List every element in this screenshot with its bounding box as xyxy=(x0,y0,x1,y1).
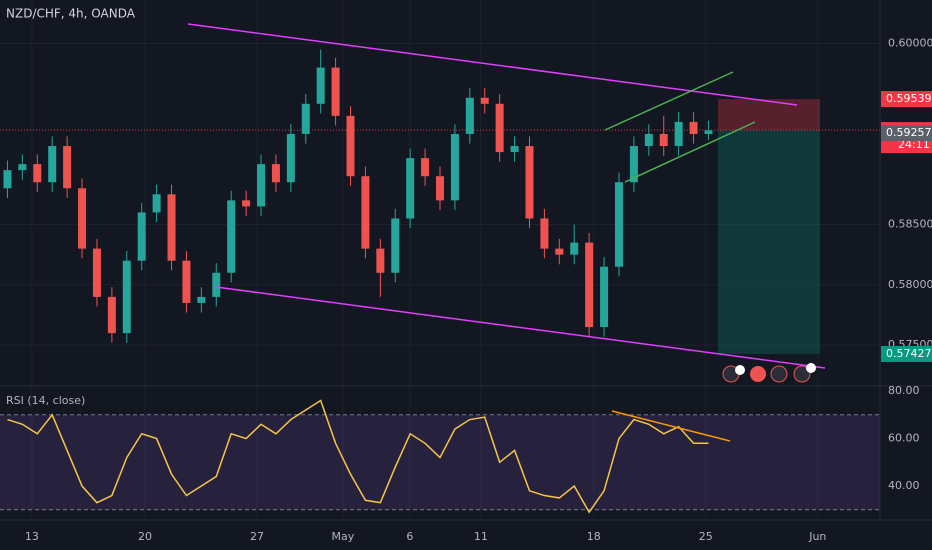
event-icon[interactable] xyxy=(770,365,788,383)
candle-body xyxy=(122,260,131,334)
position-box xyxy=(0,99,880,354)
event-icons xyxy=(722,363,816,383)
candle-body xyxy=(465,97,474,134)
candle-body xyxy=(257,164,266,207)
x-tick-label: 25 xyxy=(699,530,713,543)
candle-body xyxy=(286,133,295,183)
candle-body xyxy=(689,121,698,134)
candle-body xyxy=(525,146,534,219)
event-icon[interactable] xyxy=(806,363,816,373)
candle-body xyxy=(33,164,42,183)
candle-body xyxy=(376,248,385,273)
candle-body xyxy=(555,248,564,255)
candle-body xyxy=(614,182,623,267)
y-tick-label: 0.58500 xyxy=(888,217,932,230)
trend-line xyxy=(215,286,826,369)
candle-body xyxy=(495,103,504,153)
rsi-title: RSI (14, close) xyxy=(6,394,85,407)
x-tick-label: 13 xyxy=(25,530,39,543)
candle-body xyxy=(212,272,221,297)
grid xyxy=(0,0,880,520)
price-tag xyxy=(881,345,932,362)
candle-body xyxy=(63,146,72,189)
rsi-tick-label: 80.00 xyxy=(888,384,920,397)
rsi-band xyxy=(0,414,880,510)
candle-body xyxy=(436,176,444,201)
price-tag-label: 0.59257 xyxy=(886,126,932,139)
chart-title: NZD/CHF, 4h, OANDA xyxy=(6,7,136,21)
candle-body xyxy=(450,133,459,201)
candle-body xyxy=(510,146,519,153)
x-tick-label: 11 xyxy=(474,530,488,543)
candle-body xyxy=(137,212,146,261)
candle-body xyxy=(540,218,549,249)
rsi-trend-line xyxy=(611,410,731,442)
countdown-bg xyxy=(881,138,932,154)
candle-body xyxy=(644,133,653,147)
x-tick-label: 6 xyxy=(406,530,413,543)
price-tag xyxy=(881,91,932,108)
candle-body xyxy=(480,97,489,104)
candle-body xyxy=(107,296,116,334)
price-tag-label: 0.59539 xyxy=(886,92,932,105)
x-tick-label: May xyxy=(332,530,355,543)
y-tick-label: 0.58000 xyxy=(888,278,932,291)
candle-body xyxy=(152,194,161,213)
rsi-line xyxy=(7,399,709,514)
candle-body xyxy=(242,200,251,207)
candle-body xyxy=(3,170,12,189)
plot xyxy=(3,49,713,514)
candle-body xyxy=(301,103,310,134)
event-icon[interactable] xyxy=(735,365,745,375)
candle-body xyxy=(92,248,101,297)
trend-line xyxy=(187,23,798,106)
candle-body xyxy=(361,176,370,249)
drawings xyxy=(187,23,826,442)
rsi-tick-label: 60.00 xyxy=(888,432,920,445)
candle-body xyxy=(585,242,594,328)
price-tag-label: 0.57427 xyxy=(886,347,932,360)
x-tick-label: 20 xyxy=(138,530,152,543)
candle-body xyxy=(331,67,340,116)
candle-body xyxy=(227,200,236,273)
stop-zone xyxy=(718,99,820,131)
x-tick-label: Jun xyxy=(808,530,826,543)
channel-line xyxy=(604,71,734,131)
candle-body xyxy=(167,194,176,261)
candle-body xyxy=(346,115,355,177)
candle-body xyxy=(78,188,87,249)
candle-body xyxy=(704,130,713,134)
target-zone xyxy=(718,130,820,354)
candle-body xyxy=(18,164,27,171)
candle-body xyxy=(659,133,668,147)
price-tag xyxy=(881,125,932,142)
candle-body xyxy=(600,266,609,328)
y-tick-label: 0.60000 xyxy=(888,36,932,49)
rsi-tick-label: 40.00 xyxy=(888,479,920,492)
candle-body xyxy=(629,146,638,183)
candle-body xyxy=(48,146,57,183)
candle-body xyxy=(570,242,579,255)
x-tick-label: 27 xyxy=(250,530,264,543)
candle-body xyxy=(391,218,400,273)
candle-body xyxy=(316,67,325,104)
candle-body xyxy=(197,296,206,303)
candle-body xyxy=(406,158,415,219)
event-icon[interactable] xyxy=(793,365,811,383)
candle-body xyxy=(674,121,683,147)
candle-body xyxy=(421,158,430,177)
channel-line xyxy=(624,121,756,183)
event-icon[interactable] xyxy=(750,366,766,382)
x-tick-label: 18 xyxy=(587,530,601,543)
countdown: 24:11 xyxy=(898,138,930,151)
candle-body xyxy=(271,164,280,183)
candle-body xyxy=(182,260,191,303)
